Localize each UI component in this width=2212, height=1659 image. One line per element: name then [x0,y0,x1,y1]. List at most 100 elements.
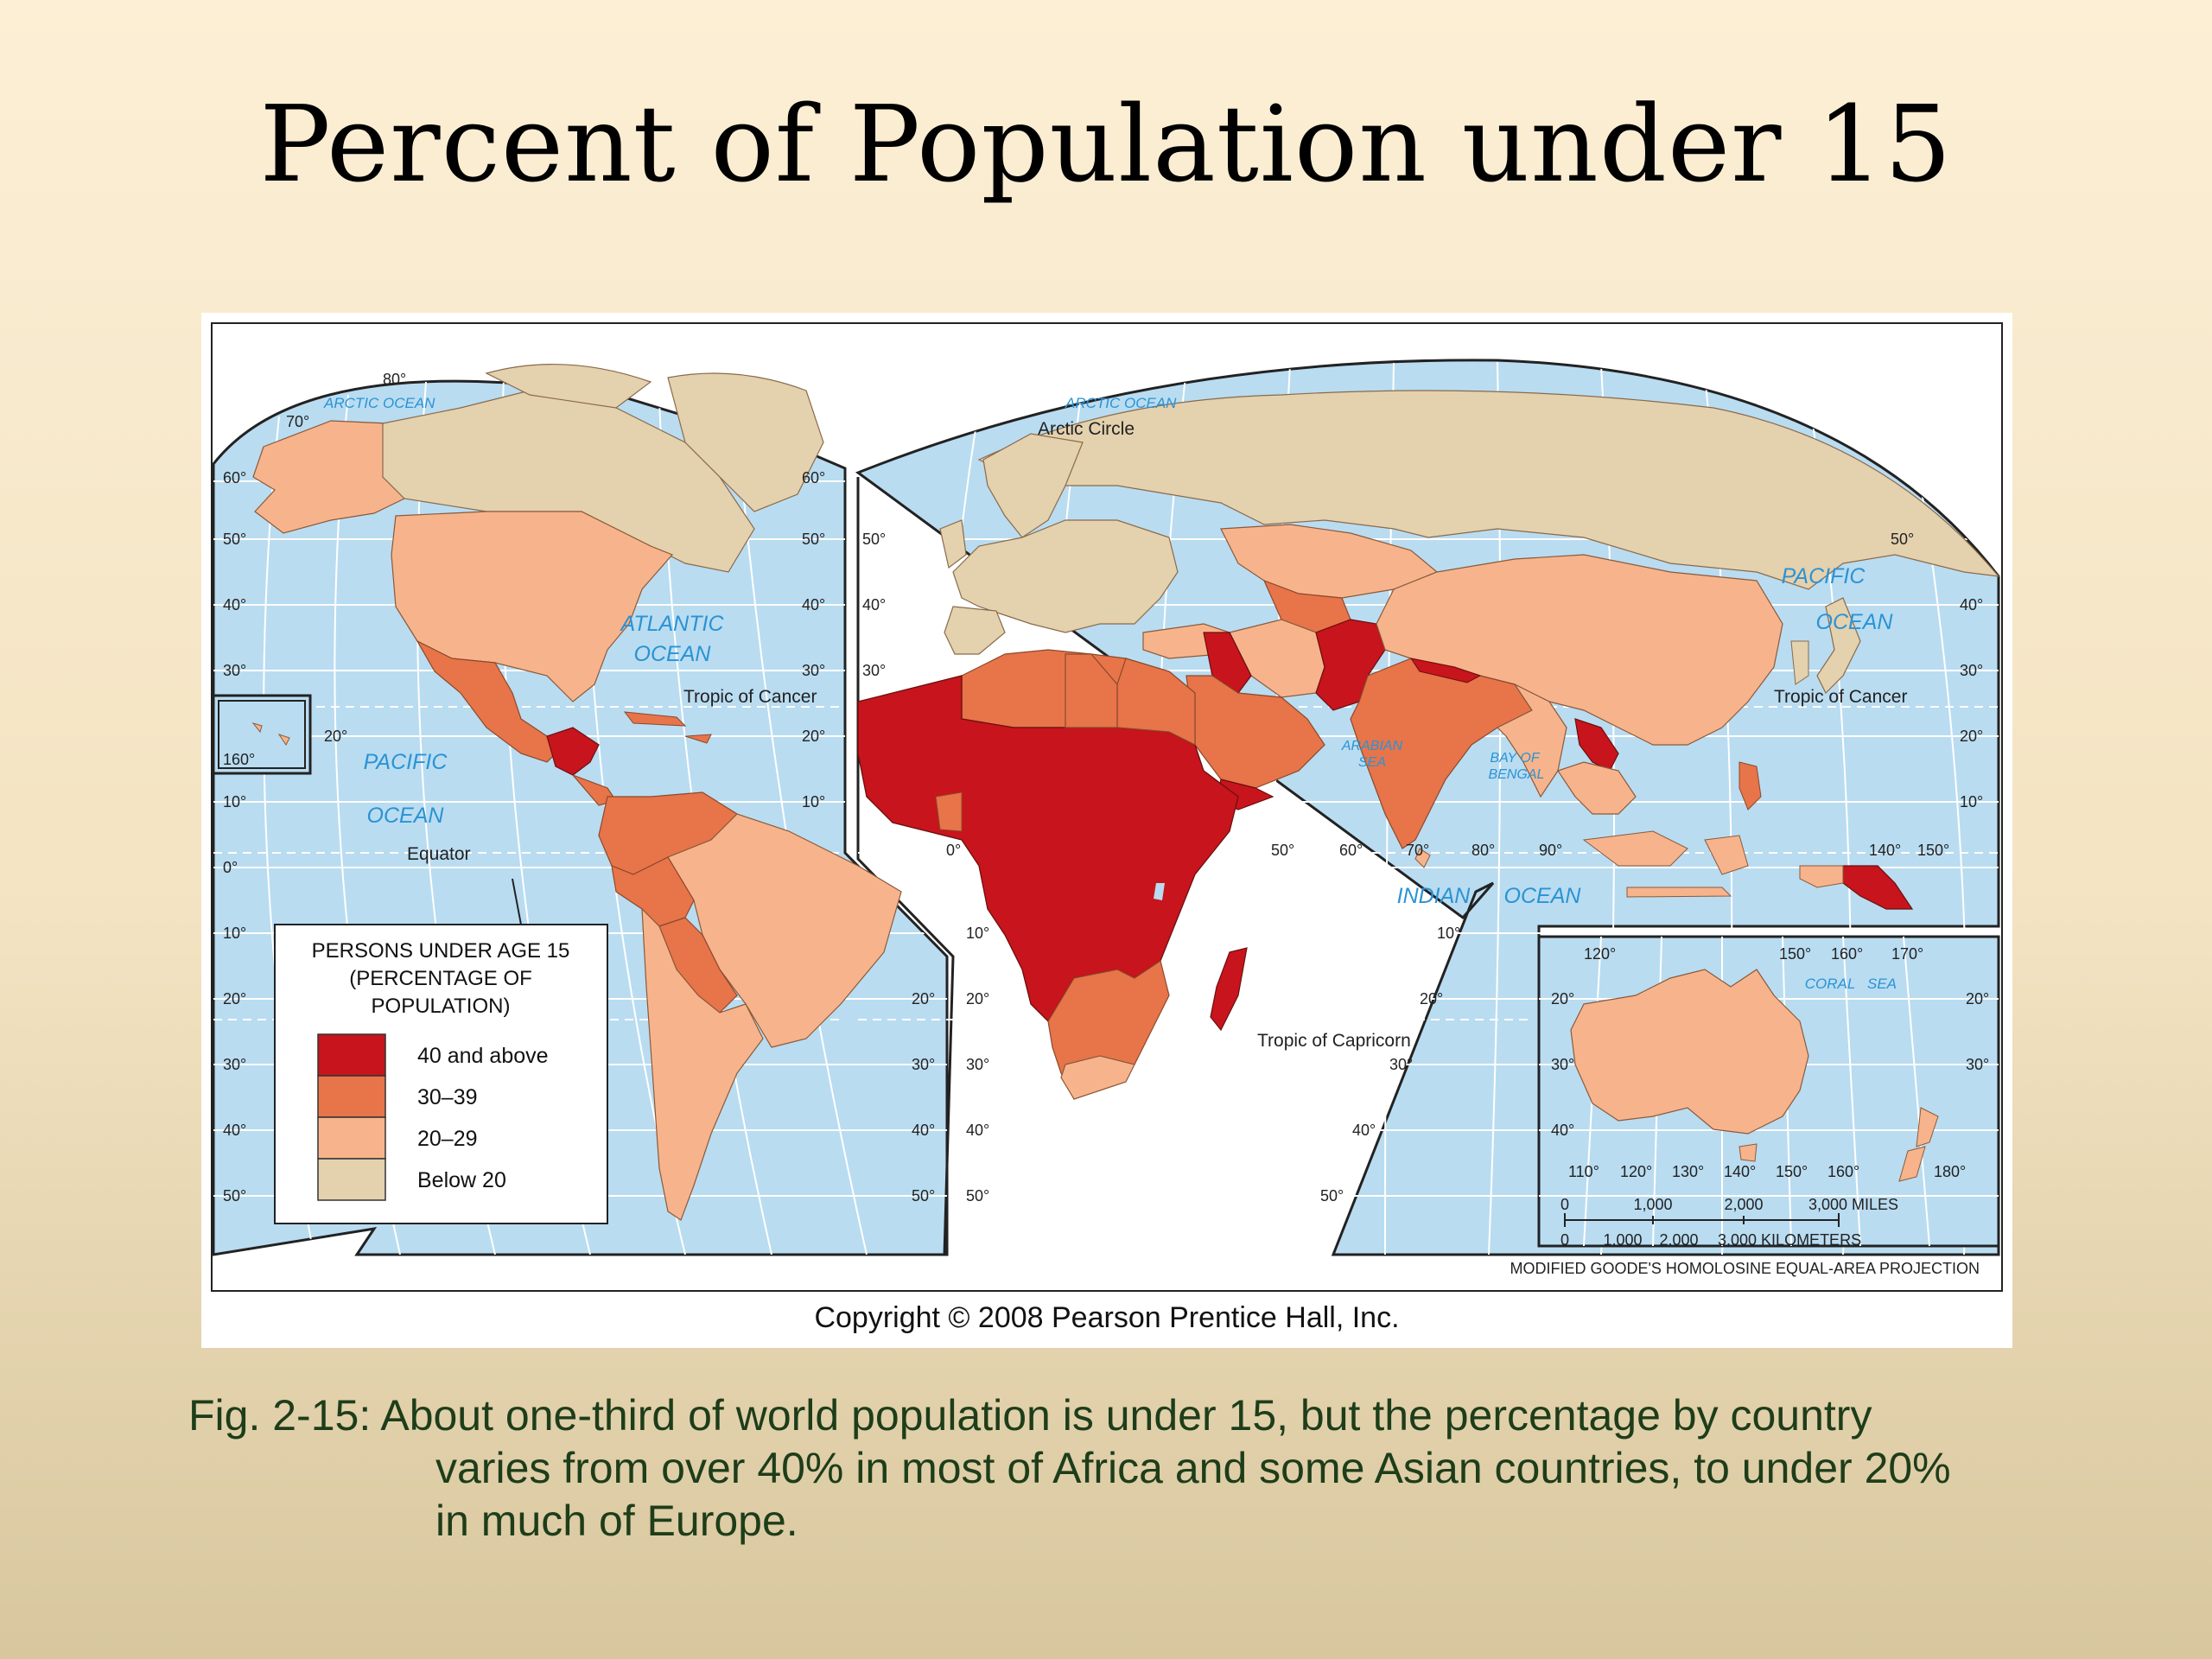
region-lake [1154,883,1165,900]
region-arabia [1185,675,1325,789]
region-australia [1570,969,1809,1135]
legend-label-30-39: 30–39 [417,1085,478,1109]
tick-30-w: 30° [223,662,246,679]
label-arctic-ocean-west: ARCTIC OCEAN [323,395,435,411]
scale-miles-1000: 1,000 [1633,1196,1672,1213]
tick-50-e-r: 50° [1891,531,1914,548]
tick-s40-e: 40° [966,1122,989,1139]
legend-label-20-29: 20–29 [417,1127,478,1151]
tick-40-w: 40° [223,596,246,613]
scale-km-3000: 3,000 KILOMETERS [1718,1231,1861,1249]
legend-label-40-above: 40 and above [417,1044,549,1068]
region-papua-new-guinea [1842,865,1914,910]
tick-lon-90: 90° [1539,842,1562,859]
tick-50-w-r: 50° [802,531,825,548]
region-alaska [252,420,406,534]
tick-s30-e2: 30° [1389,1056,1413,1073]
region-japan [1816,597,1861,695]
region-uk [939,519,967,569]
map-figure: PERSONS UNDER AGE 15 (PERCENTAGE OF POPU… [201,313,2012,1348]
legend-swatch-30-39 [317,1075,386,1118]
region-russia-north-asia [977,390,2000,590]
label-pacific-east-ocean: OCEAN [1816,610,1894,634]
inset-labels: 120° 150° 160° 170° 20° 30° 40° 20° 30° … [1551,945,1989,1180]
tick-lon-50: 50° [1271,842,1294,859]
label-tropic-cancer-east: Tropic of Cancer [1774,687,1907,707]
region-south-africa [1060,1055,1135,1100]
label-atlantic-ocean: OCEAN [634,642,712,666]
region-scandinavia [982,433,1084,538]
legend: PERSONS UNDER AGE 15 (PERCENTAGE OF POPU… [274,878,608,1224]
tick-s20-e: 20° [966,990,989,1007]
region-bangladesh-burma [1496,683,1567,798]
tick-s40-w: 40° [223,1122,246,1139]
label-indian-ocean: OCEAN [1504,884,1582,908]
inset-bottom-120: 120° [1620,1163,1652,1180]
legend-swatch-20-29 [317,1116,386,1160]
region-philippines [1738,761,1762,810]
inset-bottom-160: 160° [1827,1163,1859,1180]
region-canada-islands [485,364,652,409]
tick-s30-w: 30° [223,1056,246,1073]
region-greenland [667,372,824,512]
tick-40-e: 40° [862,596,886,613]
water-labels: ARCTIC OCEAN ARCTIC OCEAN ATLANTIC OCEAN… [323,395,1897,992]
tick-s10-w: 10° [223,925,246,942]
tick-s10-e2: 10° [1437,925,1460,942]
caption-line-2: varies from over 40% in most of Africa a… [435,1444,1951,1492]
label-arctic-circle: Arctic Circle [1038,419,1135,439]
legend-swatch-below-20 [317,1158,386,1201]
tick-s50-e2: 50° [1320,1187,1344,1205]
tick-50-w: 50° [223,531,246,548]
region-indonesia [1582,830,1749,898]
tick-s10-e: 10° [966,925,989,942]
tick-s50-w-r: 50° [912,1187,935,1205]
tick-lon-150: 150° [1917,842,1949,859]
region-tunisia-libya-line [1065,653,1118,728]
tick-30-e-r: 30° [1960,662,1983,679]
inset-bottom-130: 130° [1672,1163,1704,1180]
scale-km-0: 0 [1560,1231,1569,1249]
label-pacific-west: PACIFIC [364,750,448,774]
tick-30-w-r: 30° [802,662,825,679]
scale-miles-0: 0 [1560,1196,1569,1213]
tick-s50-e: 50° [966,1187,989,1205]
tick-10-w: 10° [223,793,246,810]
figure-caption: Fig. 2-15: About one-third of world popu… [188,1389,2089,1548]
tick-20-e-r: 20° [1960,728,1983,745]
scale-miles-2000: 2,000 [1724,1196,1763,1213]
tick-40-e-r: 40° [1960,596,1983,613]
tick-70: 70° [286,413,309,430]
region-ghana-area [935,791,963,832]
legend-title-line2: (PERCENTAGE OF [349,967,532,990]
label-coral: CORAL [1805,976,1856,992]
region-china [1376,554,1783,746]
label-indian: INDIAN [1397,884,1471,908]
tick-lon-60: 60° [1339,842,1363,859]
tick-0-e: 0° [946,842,961,859]
inset-top-160: 160° [1831,945,1863,963]
scale-miles-3000: 3,000 MILES [1808,1196,1898,1213]
label-coral-sea: SEA [1867,976,1897,992]
projection-label: MODIFIED GOODE'S HOMOLOSINE EQUAL-AREA P… [1510,1260,1980,1277]
tick-s20-w-r: 20° [912,990,935,1007]
inset-bottom-140: 140° [1724,1163,1756,1180]
region-new-guinea-west [1799,865,1844,888]
label-tropic-cancer-west: Tropic of Cancer [683,687,817,707]
label-atlantic: ATLANTIC [620,612,725,636]
inset-bottom-110: 110° [1568,1163,1599,1180]
scale-km-2000: 2,000 [1659,1231,1698,1249]
inset-top-170: 170° [1891,945,1923,963]
scale-km-1000: 1,000 [1603,1231,1642,1249]
region-korea [1790,640,1809,685]
inset-left-30: 30° [1551,1056,1574,1073]
label-equator: Equator [407,844,471,864]
region-caribbean [623,711,712,744]
tick-60-w-r: 60° [802,469,825,486]
label-pacific-east: PACIFIC [1782,564,1866,588]
label-bengal: BENGAL [1489,767,1545,782]
tick-10-e-r: 10° [1960,793,1983,810]
scale-bar: 0 1,000 2,000 3,000 MILES 0 1,000 2,000 … [1510,1196,1980,1277]
region-iberia [944,606,1006,655]
tick-s40-e2: 40° [1352,1122,1376,1139]
